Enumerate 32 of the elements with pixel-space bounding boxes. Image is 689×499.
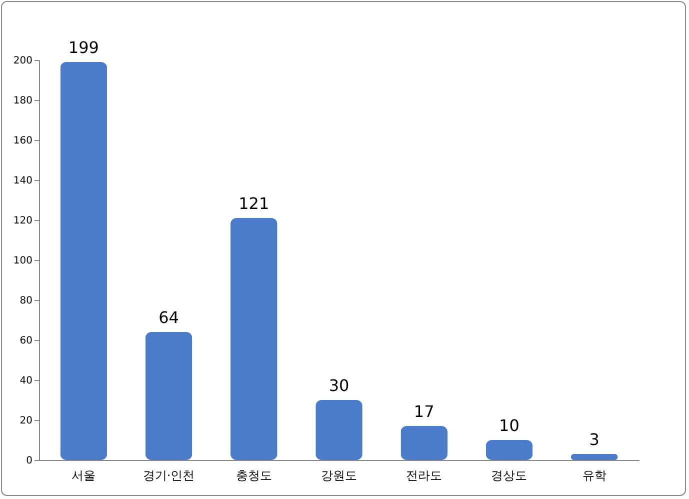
bar — [316, 400, 362, 460]
bar — [570, 454, 618, 460]
data-label: 30 — [328, 376, 350, 395]
bar — [486, 440, 533, 460]
data-label: 17 — [414, 402, 434, 421]
y-tick-label: 160 — [13, 136, 32, 146]
y-tick-label: 80 — [20, 296, 32, 306]
data-label: 121 — [238, 194, 270, 213]
y-tick-label: 200 — [13, 56, 32, 66]
bar — [230, 218, 278, 460]
y-tick-label: 100 — [13, 256, 32, 266]
x-tick-label: 전라도 — [406, 468, 442, 482]
bar — [400, 426, 448, 460]
data-label: 64 — [158, 308, 179, 327]
y-tick-label: 180 — [13, 96, 32, 106]
x-tick-label: 충청도 — [236, 468, 272, 482]
data-label: 10 — [499, 416, 520, 435]
x-tick-label: 경상도 — [491, 468, 528, 482]
bar — [60, 62, 108, 460]
data-label: 199 — [68, 38, 99, 57]
bar — [145, 332, 192, 460]
y-tick-label: 60 — [20, 336, 32, 346]
y-tick-label: 140 — [13, 176, 32, 186]
y-tick-label: 40 — [20, 376, 32, 386]
x-tick-label: 강원도 — [321, 468, 357, 482]
x-tick-label: 유학 — [582, 468, 606, 482]
y-tick-label: 120 — [13, 216, 32, 226]
x-tick-label: 경기·인천 — [142, 468, 195, 482]
y-tick-label: 20 — [20, 416, 32, 426]
y-tick-label: 0 — [26, 456, 32, 466]
x-tick-label: 서울 — [72, 468, 96, 482]
data-label: 3 — [589, 430, 600, 449]
